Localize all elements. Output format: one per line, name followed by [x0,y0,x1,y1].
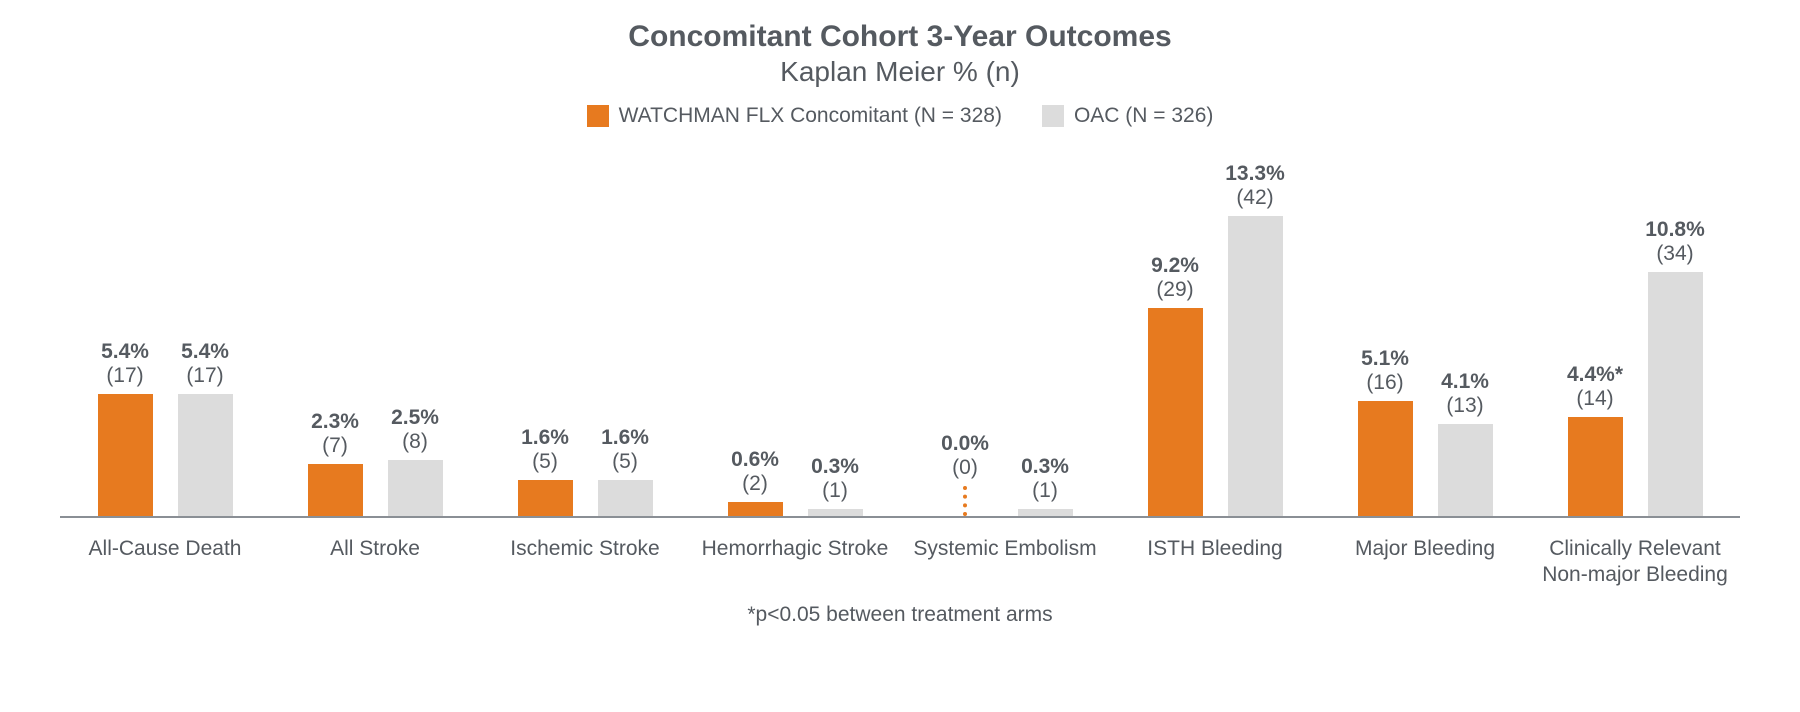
legend-label-watchman: WATCHMAN FLX Concomitant (N = 328) [619,104,1002,128]
bar-label-n: (1) [822,479,848,503]
bar-rect [1648,272,1703,516]
bar-label-n: (5) [612,450,638,474]
bar-watchman: 9.2%(29) [1144,158,1206,516]
bar-label-n: (16) [1366,371,1403,395]
legend-swatch-oac [1042,105,1064,127]
bar-rect [808,509,863,516]
bar-label-pct: 10.8% [1645,218,1705,242]
chart-legend: WATCHMAN FLX Concomitant (N = 328) OAC (… [60,104,1740,128]
bar-label-pct: 5.4% [181,340,229,364]
legend-item-oac: OAC (N = 326) [1042,104,1213,128]
bar-label-n: (34) [1656,242,1693,266]
bar-label-n: (5) [532,450,558,474]
bar-watchman: 4.4%*(14) [1564,158,1626,516]
bar-label-pct: 2.5% [391,406,439,430]
bar-watchman: 1.6%(5) [514,158,576,516]
bar-rect [963,486,967,516]
bar-label-pct: 4.4%* [1567,363,1623,387]
outcomes-chart: Concomitant Cohort 3-Year Outcomes Kapla… [0,0,1800,637]
bar-oac: 13.3%(42) [1224,158,1286,516]
bar-label-n: (42) [1236,186,1273,210]
x-axis-label: Major Bleeding [1320,536,1530,589]
bar-rect [98,394,153,516]
bar-oac: 4.1%(13) [1434,158,1496,516]
bar-rect [728,502,783,516]
bar-oac: 5.4%(17) [174,158,236,516]
bar-label-pct: 5.4% [101,340,149,364]
bar-rect [178,394,233,516]
bar-label-pct: 0.3% [1021,455,1069,479]
chart-x-axis-labels: All-Cause DeathAll StrokeIschemic Stroke… [60,536,1740,589]
bar-rect [518,480,573,516]
chart-subtitle: Kaplan Meier % (n) [60,56,1740,88]
x-axis-label: Clinically Relevant Non-major Bleeding [1530,536,1740,589]
x-axis-label: All Stroke [270,536,480,589]
bar-watchman: 5.4%(17) [94,158,156,516]
bar-label-n: (13) [1446,394,1483,418]
bar-rect [388,460,443,516]
bar-group: 0.0%(0) 0.3%(1) [900,158,1110,516]
bar-group: 4.4%*(14) 10.8%(34) [1530,158,1740,516]
legend-label-oac: OAC (N = 326) [1074,104,1213,128]
bar-watchman: 0.0%(0) [934,158,996,516]
bar-oac: 2.5%(8) [384,158,446,516]
bar-rect [1438,424,1493,516]
bar-label-n: (17) [106,364,143,388]
bar-rect [1228,216,1283,516]
legend-swatch-watchman [587,105,609,127]
bar-label-n: (1) [1032,479,1058,503]
bar-label-pct: 2.3% [311,410,359,434]
bar-oac: 1.6%(5) [594,158,656,516]
bar-label-pct: 1.6% [601,426,649,450]
bar-watchman: 0.6%(2) [724,158,786,516]
bar-label-n: (14) [1576,387,1613,411]
bar-group: 2.3%(7) 2.5%(8) [270,158,480,516]
x-axis-label: Ischemic Stroke [480,536,690,589]
bar-watchman: 5.1%(16) [1354,158,1416,516]
bar-group: 5.1%(16) 4.1%(13) [1320,158,1530,516]
bar-group: 9.2%(29) 13.3%(42) [1110,158,1320,516]
bar-rect [1358,401,1413,516]
bar-rect [598,480,653,516]
bar-rect [308,464,363,516]
bar-label-pct: 9.2% [1151,254,1199,278]
bar-label-n: (8) [402,430,428,454]
x-axis-label: Systemic Embolism [900,536,1110,589]
bar-rect [1568,417,1623,516]
x-axis-label: Hemorrhagic Stroke [690,536,900,589]
bar-oac: 0.3%(1) [804,158,866,516]
x-axis-label: ISTH Bleeding [1110,536,1320,589]
bar-watchman: 2.3%(7) [304,158,366,516]
bar-label-n: (2) [742,472,768,496]
bar-label-n: (0) [952,456,978,480]
bar-group: 5.4%(17)5.4%(17) [60,158,270,516]
bar-label-pct: 4.1% [1441,370,1489,394]
bar-label-pct: 0.3% [811,455,859,479]
bar-group: 1.6%(5)1.6%(5) [480,158,690,516]
chart-footnote: *p<0.05 between treatment arms [60,603,1740,627]
x-axis-label: All-Cause Death [60,536,270,589]
bar-oac: 0.3%(1) [1014,158,1076,516]
chart-plot-area: 5.4%(17)5.4%(17)2.3%(7)2.5%(8)1.6%(5)1.6… [60,158,1740,518]
bar-label-pct: 1.6% [521,426,569,450]
bar-label-pct: 0.6% [731,448,779,472]
chart-title: Concomitant Cohort 3-Year Outcomes [60,20,1740,54]
bar-label-n: (17) [186,364,223,388]
bar-label-pct: 5.1% [1361,347,1409,371]
bar-oac: 10.8%(34) [1644,158,1706,516]
bar-label-n: (29) [1156,278,1193,302]
bar-rect [1018,509,1073,516]
bar-label-pct: 13.3% [1225,162,1285,186]
bar-rect [1148,308,1203,516]
bar-label-n: (7) [322,434,348,458]
bar-label-pct: 0.0% [941,432,989,456]
bar-group: 0.6%(2) 0.3%(1) [690,158,900,516]
legend-item-watchman: WATCHMAN FLX Concomitant (N = 328) [587,104,1002,128]
